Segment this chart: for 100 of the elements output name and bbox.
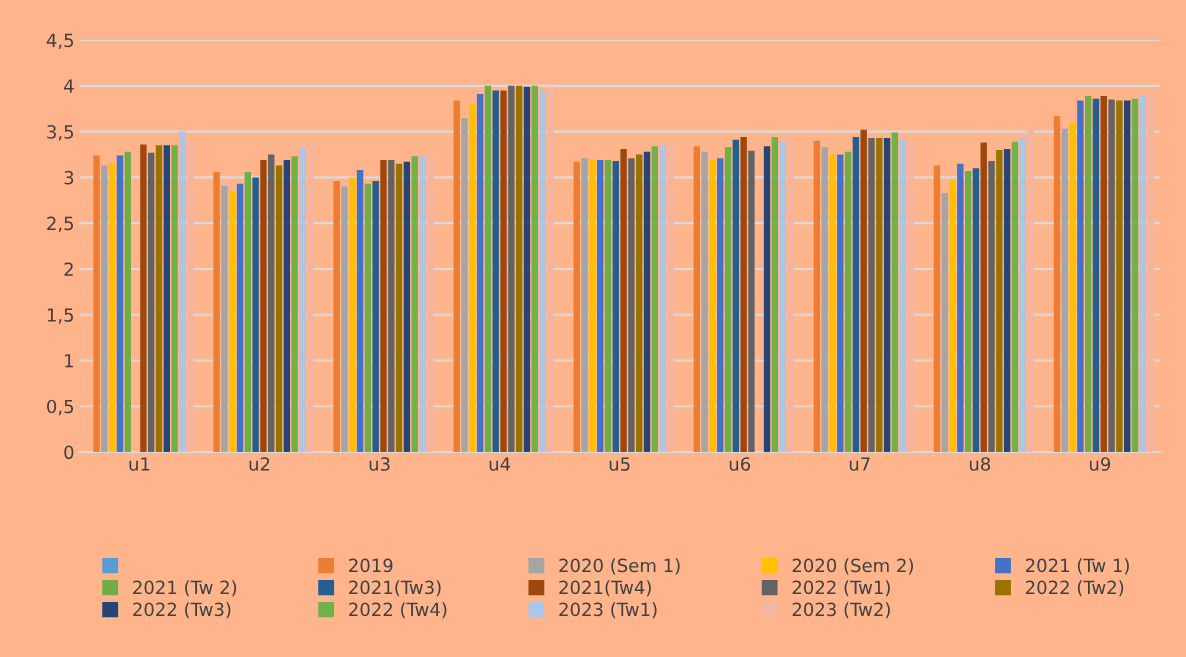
- legend-label: 2023 (Tw2): [792, 602, 890, 619]
- bar: [155, 145, 163, 453]
- bar: [748, 150, 755, 453]
- y-tick-label: 1,5: [47, 308, 74, 324]
- bar: [693, 146, 701, 453]
- bar: [964, 170, 972, 453]
- bar: [852, 137, 860, 453]
- bar: [635, 154, 643, 453]
- bar: [484, 85, 492, 453]
- legend-label: 2020 (Sem 1): [559, 558, 680, 575]
- bar: [628, 158, 635, 453]
- bar: [988, 160, 995, 453]
- bar: [349, 177, 356, 453]
- bar: [829, 154, 836, 453]
- bar: [461, 117, 468, 453]
- x-tick-label: u5: [609, 457, 630, 471]
- bar: [187, 138, 194, 453]
- bar: [1027, 129, 1034, 453]
- bar: [837, 154, 844, 453]
- y-tick-label: 4: [64, 79, 74, 93]
- bar: [659, 145, 666, 453]
- bar: [364, 183, 372, 453]
- bar: [667, 144, 674, 453]
- bar: [236, 183, 244, 453]
- bar: [221, 185, 228, 453]
- bar: [427, 150, 434, 453]
- bar: [1061, 128, 1068, 453]
- x-tick-label: u7: [849, 457, 870, 471]
- bar: [244, 171, 252, 453]
- bar: [547, 86, 554, 453]
- bar: [876, 138, 883, 453]
- legend-label: 2022 (Tw2): [1025, 580, 1124, 597]
- bar: [307, 143, 314, 453]
- bar: [883, 138, 891, 453]
- x-tick-label: u3: [369, 457, 390, 471]
- bar: [732, 139, 740, 453]
- bar: [1084, 95, 1092, 453]
- x-tick-label: u8: [969, 457, 991, 471]
- bar: [252, 177, 259, 453]
- bar: [179, 131, 186, 453]
- bar: [171, 145, 178, 453]
- bar: [291, 156, 298, 453]
- bar: [844, 151, 852, 453]
- bar: [1147, 93, 1154, 453]
- bar: [620, 149, 627, 453]
- bar: [213, 171, 220, 453]
- y-tick-label: 3: [64, 170, 74, 185]
- bar: [996, 149, 1003, 453]
- legend-label: 2019: [349, 558, 393, 573]
- bar: [980, 142, 987, 453]
- bar: [333, 181, 340, 453]
- bar: [821, 147, 828, 453]
- bar: [779, 141, 786, 453]
- legend-label: 2023 (Tw1): [559, 602, 657, 619]
- bar: [388, 160, 395, 453]
- y-tick-label: 1: [65, 354, 73, 368]
- bar: [860, 129, 867, 453]
- bar: [763, 146, 771, 453]
- bar: [891, 132, 899, 453]
- legend-label: 2021(Tw4): [559, 580, 651, 597]
- bar: [941, 192, 948, 453]
- bar: [108, 162, 116, 453]
- bar: [341, 186, 348, 453]
- bar: [596, 160, 604, 453]
- x-tick-label: u2: [249, 457, 270, 471]
- bar: [411, 156, 418, 453]
- bar: [403, 161, 411, 453]
- bar: [1131, 98, 1139, 453]
- bar: [515, 85, 523, 453]
- bar: [523, 86, 531, 453]
- legend-label: 2022 (Tw1): [792, 580, 890, 597]
- bar: [972, 168, 980, 453]
- bar: [500, 90, 507, 453]
- bar: [899, 138, 906, 453]
- y-tick-label: 0: [64, 445, 74, 460]
- bar: [140, 144, 147, 453]
- y-tick-label: 2: [64, 262, 73, 276]
- legend-label: 2021(Tw3): [349, 580, 441, 597]
- bar: [476, 94, 484, 453]
- bar: [229, 191, 236, 453]
- bar: [380, 160, 387, 453]
- x-tick-label: u4: [489, 457, 511, 471]
- bar: [933, 165, 941, 453]
- bar: [1139, 95, 1146, 453]
- bar: [124, 151, 131, 453]
- bar: [163, 145, 170, 453]
- bar: [868, 138, 875, 453]
- bar: [453, 100, 460, 453]
- bar: [531, 85, 538, 453]
- bar: [268, 154, 275, 453]
- bar: [1100, 95, 1107, 453]
- y-tick-label: 4,5: [46, 33, 74, 50]
- legend-label: 2020 (Sem 2): [792, 558, 913, 575]
- bar: [740, 137, 747, 453]
- bar: [1053, 116, 1061, 453]
- bar: [573, 161, 580, 453]
- bar: [589, 159, 596, 453]
- y-tick-label: 2,5: [47, 216, 74, 233]
- bar: [1124, 100, 1131, 453]
- bar: [1092, 98, 1100, 453]
